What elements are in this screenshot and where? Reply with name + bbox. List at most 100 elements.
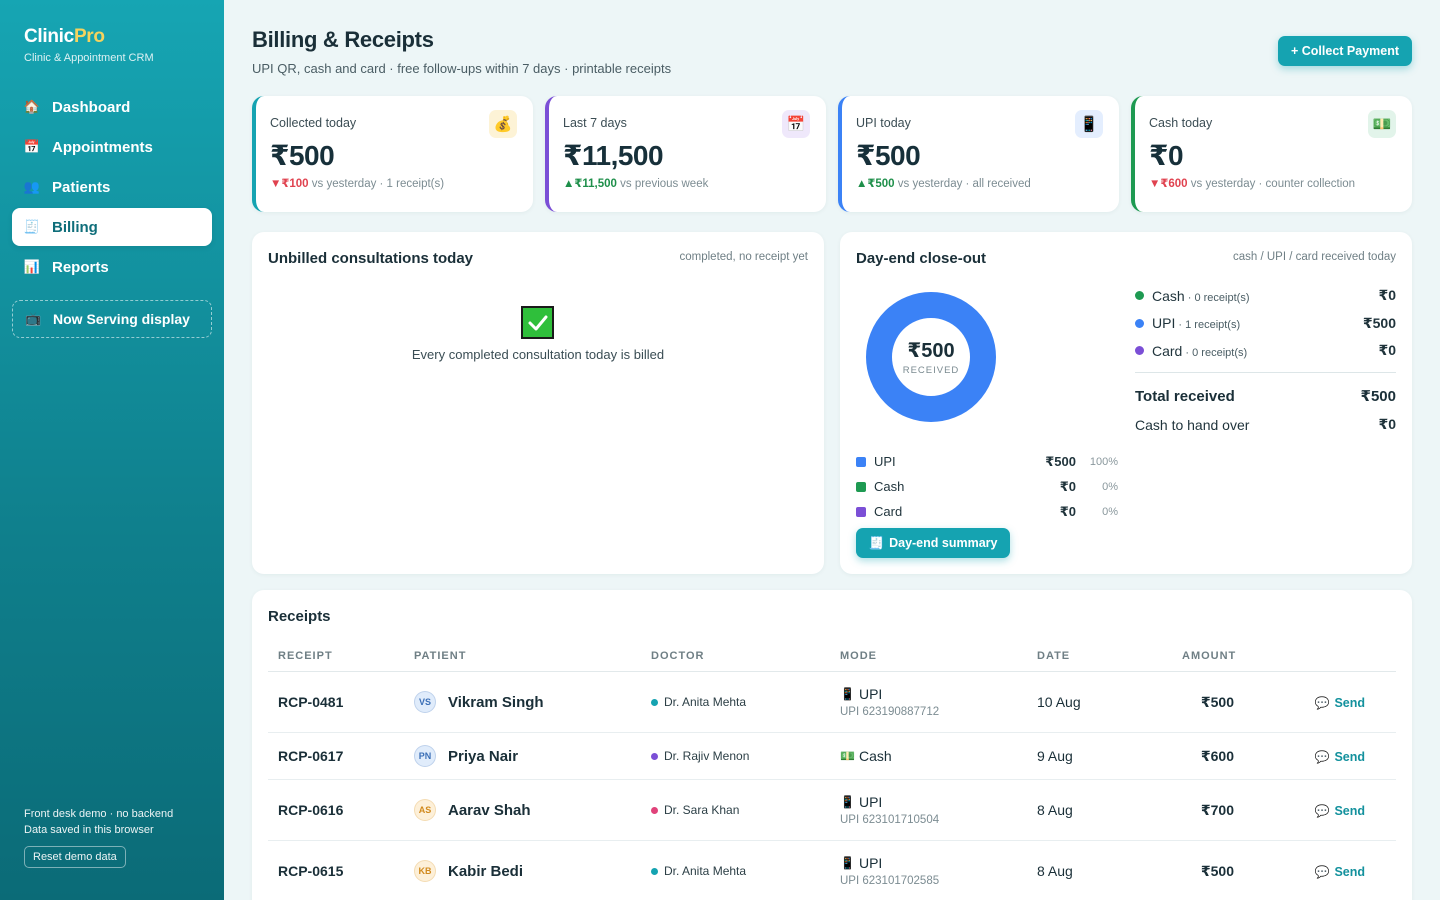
kpi-delta: ▲₹500 vs yesterday · all received	[856, 176, 1105, 190]
message-icon: 💬	[1314, 696, 1330, 710]
payment-reference: UPI 623190887712	[840, 706, 940, 718]
home-icon: 🏠	[23, 99, 41, 114]
kpi-card: Last 7 days 📅 ₹11,500 ▲₹11,500 vs previous …	[545, 96, 826, 212]
sidebar-item-appointments[interactable]: 📅 Appointments	[12, 128, 212, 166]
sidebar-item-reports[interactable]: 📊 Reports	[12, 248, 212, 286]
brand-logo[interactable]: ClinicPro	[24, 26, 154, 48]
check-mark-icon	[521, 306, 554, 339]
donut-center: ₹500 RECEIVED	[864, 290, 998, 424]
legend-item: Cash ₹0 0%	[856, 474, 1118, 499]
send-label: Send	[1334, 804, 1365, 818]
storage-note: Data saved in this browser	[24, 824, 154, 836]
receipts-title: Receipts	[268, 608, 331, 625]
send-receipt-button[interactable]: 💬 Send	[1314, 750, 1365, 764]
receipt-date: 8 Aug	[1037, 863, 1073, 879]
sidebar-item-label: Patients	[52, 178, 111, 196]
donut-total-value: ₹500	[907, 340, 955, 362]
send-receipt-button[interactable]: 💬 Send	[1314, 696, 1365, 710]
legend-percent: 100%	[1089, 455, 1118, 468]
collect-payment-button[interactable]: + Collect Payment	[1278, 36, 1412, 66]
payment-mode: UPI	[858, 855, 883, 871]
sidebar-item-patients[interactable]: 👥 Patients	[12, 168, 212, 206]
doctor-dot	[651, 867, 658, 875]
reset-demo-button[interactable]: Reset demo data	[24, 846, 126, 868]
table-row[interactable]: RCP-0617 PN Priya Nair Dr. Rajiv Menon 💵 Cash…	[268, 733, 1396, 780]
page-subtitle: UPI QR, cash and card · free follow-ups …	[252, 61, 672, 76]
sidebar-item-label: Billing	[52, 218, 98, 236]
kpi-delta-text: vs yesterday · all received	[894, 178, 1031, 190]
legend-percent: 0%	[1102, 480, 1118, 493]
patient-cell: VS Vikram Singh	[414, 691, 651, 713]
table-row[interactable]: RCP-0615 KB Kabir Bedi Dr. Anita Mehta 📱 UPI U…	[268, 841, 1396, 900]
total-received-value: ₹500	[1360, 387, 1396, 405]
sidebar-footer: Front desk demo · no backend Data saved …	[24, 806, 173, 868]
payment-mode: UPI	[858, 794, 883, 810]
cash-handover-row: Cash to hand over ₹0	[1135, 405, 1396, 433]
calendar-icon: 📅	[782, 110, 810, 138]
day-end-summary-label: Day-end summary	[889, 536, 998, 550]
col-receipt: RECEIPT	[278, 649, 333, 662]
page-title: Billing & Receipts	[252, 27, 434, 52]
avatar: AS	[414, 799, 436, 821]
mode-row: UPI · 1 receipt(s) ₹500	[1135, 310, 1396, 338]
legend-swatch	[856, 456, 866, 467]
kpi-delta-text: vs yesterday · 1 receipt(s)	[308, 178, 445, 190]
sidebar-item-label: Dashboard	[52, 98, 131, 116]
payment-mode-breakdown: Cash · 0 receipt(s) ₹0 UPI · 1 receipt(s) ₹…	[1135, 282, 1396, 433]
bar-chart-icon: 📊	[23, 259, 41, 274]
legend-percent: 0%	[1102, 505, 1118, 518]
col-amount: AMOUNT	[1182, 649, 1237, 662]
patient-name[interactable]: Aarav Shah	[448, 801, 531, 819]
kpi-card: Collected today 💰 ₹500 ▼₹100 vs yesterday ·…	[252, 96, 533, 212]
sidebar-item-label: Appointments	[52, 138, 153, 156]
unbilled-empty-message: Every completed consultation today is bi…	[411, 347, 665, 362]
send-label: Send	[1334, 865, 1365, 879]
total-received-label: Total received	[1135, 387, 1235, 405]
day-end-summary-button[interactable]: 🧾 Day-end summary	[856, 528, 1010, 558]
mode-cell: 📱 UPI UPI 623101710504	[840, 794, 1037, 826]
receipt-icon: 🧾	[23, 219, 41, 234]
receipt-amount: ₹600	[1200, 747, 1234, 764]
action-cell: 💬 Send	[1234, 802, 1385, 818]
demo-note: Front desk demo · no backend	[24, 808, 174, 820]
brand-name-main: Clinic	[24, 26, 74, 47]
mode-row: Cash · 0 receipt(s) ₹0	[1135, 282, 1396, 310]
action-cell: 💬 Send	[1234, 863, 1385, 879]
mode-amount: ₹0	[1378, 287, 1396, 304]
kpi-value: ₹500	[270, 140, 335, 171]
send-receipt-button[interactable]: 💬 Send	[1314, 865, 1365, 879]
now-serving-label: Now Serving display	[53, 311, 190, 327]
legend-name: UPI	[874, 454, 896, 469]
send-label: Send	[1334, 750, 1365, 764]
kpi-delta-text: vs yesterday · counter collection	[1187, 178, 1356, 190]
patient-name[interactable]: Priya Nair	[448, 747, 519, 765]
mode-main: 💵 Cash	[840, 748, 1037, 764]
receipt-id: RCP-0481	[278, 694, 344, 710]
receipt-amount: ₹500	[1200, 862, 1234, 879]
patient-cell: PN Priya Nair	[414, 745, 651, 767]
kpi-value: ₹11,500	[563, 140, 664, 171]
sidebar-item-billing[interactable]: 🧾 Billing	[12, 208, 212, 246]
mode-main: 📱 UPI	[840, 794, 1037, 810]
send-receipt-button[interactable]: 💬 Send	[1314, 804, 1365, 818]
brand-name-accent: Pro	[73, 26, 105, 47]
tv-icon: 📺	[25, 311, 42, 326]
donut-label: RECEIVED	[902, 365, 960, 376]
unbilled-hint: completed, no receipt yet	[679, 251, 809, 263]
kpi-delta: ▼₹600 vs yesterday · counter collection	[1149, 176, 1398, 190]
mode-count: · 0 receipt(s)	[1184, 291, 1250, 304]
sidebar-item-dashboard[interactable]: 🏠 Dashboard	[12, 88, 212, 126]
mode-name: Cash · 0 receipt(s)	[1152, 288, 1378, 304]
table-row[interactable]: RCP-0616 AS Aarav Shah Dr. Sara Khan 📱 UPI UPI…	[268, 780, 1396, 841]
mode-dot	[1135, 346, 1144, 356]
trend-down-icon: ▼	[270, 178, 282, 190]
payment-reference: UPI 623101702585	[840, 875, 940, 887]
phone-icon: 📱	[840, 795, 855, 809]
patient-name[interactable]: Vikram Singh	[448, 693, 544, 711]
table-row[interactable]: RCP-0481 VS Vikram Singh Dr. Anita Mehta 📱 UP…	[268, 672, 1396, 733]
kpi-label: Cash today	[1149, 116, 1213, 130]
patient-name[interactable]: Kabir Bedi	[448, 862, 524, 880]
phone-icon: 📱	[840, 856, 855, 870]
legend-name: Card	[874, 504, 903, 519]
now-serving-display-button[interactable]: 📺 Now Serving display	[12, 300, 212, 338]
